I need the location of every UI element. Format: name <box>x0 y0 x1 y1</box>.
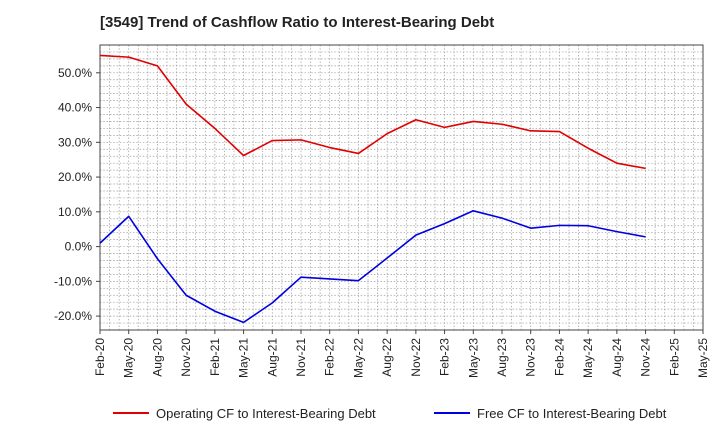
x-tick-label: May-22 <box>351 338 365 378</box>
free-cf-line <box>99 209 646 324</box>
y-tick-label: 40.0% <box>58 101 92 115</box>
x-tick-label: Aug-21 <box>265 338 279 377</box>
operating-cf-line <box>99 54 646 170</box>
x-tick-label: Aug-23 <box>495 338 509 377</box>
legend-operating-cf-label: Operating CF to Interest-Bearing Debt <box>156 406 376 421</box>
x-tick-label: Feb-23 <box>438 338 452 376</box>
x-tick-label: Feb-20 <box>93 338 107 376</box>
x-tick-label: Aug-20 <box>150 338 164 377</box>
legend-free-cf-label: Free CF to Interest-Bearing Debt <box>477 406 667 421</box>
x-tick-label: Feb-24 <box>552 338 566 376</box>
x-tick-label: Aug-24 <box>610 338 624 377</box>
x-tick-label: Feb-25 <box>667 338 681 376</box>
x-tick-label: Nov-23 <box>524 338 538 377</box>
y-tick-label: 30.0% <box>58 135 92 149</box>
x-tick-label: Aug-22 <box>380 338 394 377</box>
y-tick-label: 50.0% <box>58 66 92 80</box>
x-tick-label: Feb-22 <box>323 338 337 376</box>
x-tick-label: Nov-24 <box>639 338 653 377</box>
x-tick-label: May-20 <box>122 338 136 378</box>
y-tick-label: 20.0% <box>58 170 92 184</box>
x-tick-label: Feb-21 <box>208 338 222 376</box>
x-tick-label: May-24 <box>581 338 595 378</box>
x-tick-label: Nov-20 <box>179 338 193 377</box>
plot-frame <box>99 44 704 331</box>
x-tick-label: May-21 <box>237 338 251 378</box>
x-tick-label: May-25 <box>696 338 710 378</box>
x-tick-label: Nov-22 <box>409 338 423 377</box>
chart-title: [3549] Trend of Cashflow Ratio to Intere… <box>100 14 495 31</box>
y-tick-label: 0.0% <box>65 240 93 254</box>
y-tick-label: -10.0% <box>54 274 92 288</box>
x-tick-label: Nov-21 <box>294 338 308 377</box>
y-tick-label: -20.0% <box>54 309 92 323</box>
x-tick-label: May-23 <box>466 338 480 378</box>
y-tick-label: 10.0% <box>58 205 92 219</box>
